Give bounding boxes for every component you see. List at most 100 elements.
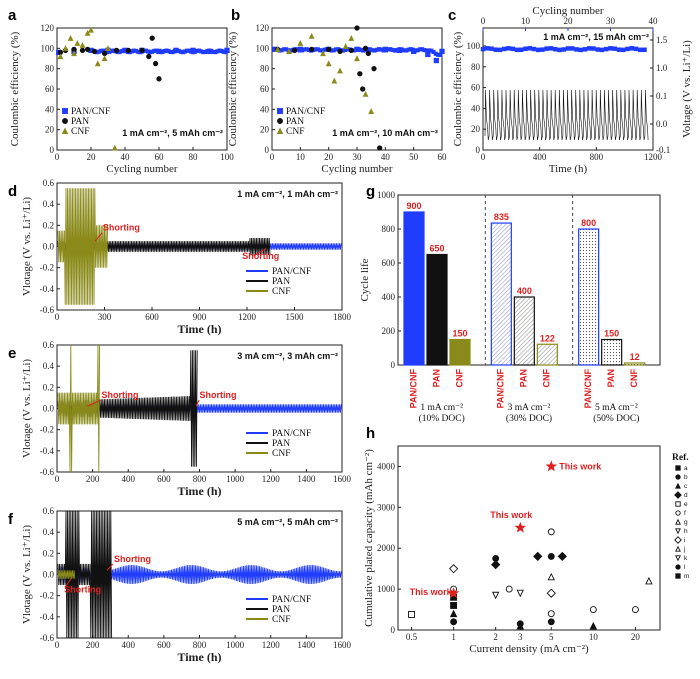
a-xtick-label: 40: [121, 152, 131, 162]
f-xtick-label: 600: [157, 640, 171, 650]
f-xtick-label: 1000: [226, 640, 245, 650]
c-point-ce: [490, 47, 494, 51]
c-point-ce: [617, 48, 621, 52]
d-ytick-label: 0.4: [43, 199, 55, 209]
f-xtick-label: 800: [193, 640, 207, 650]
a-point-pan: [85, 47, 89, 51]
c-point-ce: [613, 47, 617, 51]
b-point-cnf: [309, 34, 313, 38]
panel-f-shorting-1: Shorting: [114, 554, 151, 564]
h-ytick-label: 1000: [377, 584, 396, 594]
g-bar-value: 835: [494, 212, 509, 222]
h-ref-legend-label: l: [684, 564, 686, 571]
b-point-pan: [366, 51, 370, 55]
b-legend-pan-label: PAN: [286, 117, 304, 127]
e-xtick-label: 200: [86, 474, 100, 484]
d-xtick-label: 1500: [286, 312, 305, 322]
b-point-pan-cnf: [440, 49, 444, 53]
e-ytick-label: 0.4: [43, 361, 55, 371]
panel-h-label: h: [366, 425, 375, 442]
e-ytick-label: 0.0: [43, 404, 55, 414]
g-bar-value: 150: [604, 329, 619, 339]
a-ytick-label: 0: [50, 145, 55, 155]
a-ytick-label: 60: [45, 84, 55, 94]
panel-b-label: b: [231, 7, 240, 24]
a-point-pan: [153, 61, 157, 65]
panel-d-shorting-1: Shorting: [103, 223, 140, 233]
a-ytick-label: 120: [41, 23, 55, 33]
c-point-ce: [549, 47, 553, 51]
d-xtick-label: 0: [55, 312, 60, 322]
e-xtick-label: 1200: [262, 474, 281, 484]
g-bar-value: 150: [452, 329, 467, 339]
c-point-ce: [630, 46, 634, 50]
g-ytick-label: 0: [391, 360, 396, 370]
c-point-ce: [502, 47, 506, 51]
d-legend-pan-label: PAN: [272, 277, 290, 287]
d-xtick-label: 900: [193, 312, 207, 322]
h-ref-point: [534, 552, 542, 560]
h-ref-point: [558, 552, 566, 560]
h-ref-title: Ref.: [672, 453, 689, 463]
b-point-pan: [292, 48, 296, 52]
f-ytick-label: 0.6: [43, 506, 55, 516]
h-ref-legend-label: j: [683, 546, 685, 553]
d-ytick-label: 0.0: [43, 242, 55, 252]
h-ref-point: [409, 611, 415, 617]
g-bar: [427, 255, 447, 366]
c-point-ce: [600, 48, 604, 52]
d-ytick-label: -0.4: [40, 284, 55, 294]
h-ref-point: [632, 607, 638, 613]
f-ytick-label: 0.2: [43, 548, 54, 558]
h-ref-legend-label: a: [684, 465, 688, 472]
c-point-ce: [566, 47, 570, 51]
e-legend-pan-label: PAN: [272, 439, 290, 449]
g-group-line2: (10% DOC): [419, 413, 465, 424]
panel-d-label: d: [8, 183, 17, 200]
c-x2tick-label: 0: [481, 16, 486, 26]
h-ref-point: [646, 578, 652, 584]
panel-a-ylabel: Coulombic efficiency (%): [9, 31, 21, 146]
a-xtick-label: 80: [189, 152, 199, 162]
e-legend-cnf-label: CNF: [272, 449, 290, 459]
h-ref-point: [451, 602, 457, 608]
h-ref-point: [548, 611, 554, 617]
b-point-pan: [355, 26, 359, 30]
b-point-cnf: [369, 109, 373, 113]
panel-e-xlabel: Time (h): [177, 484, 221, 498]
h-ref-legend-marker: [676, 511, 680, 515]
b-xtick-label: 60: [438, 152, 448, 162]
f-ytick-label: 0.4: [43, 527, 55, 537]
a-legend-cnf-label: CNF: [71, 127, 89, 137]
f-ytick-label: -0.4: [40, 612, 55, 622]
e-xtick-label: 400: [122, 474, 136, 484]
b-xtick-label: 50: [409, 152, 419, 162]
a-point-pan: [102, 51, 106, 55]
b-xtick-label: 40: [381, 152, 391, 162]
b-point-cnf: [326, 61, 330, 65]
e-series-cnf: [58, 345, 100, 472]
h-ref-point: [590, 623, 596, 629]
c-point-ce: [643, 48, 647, 52]
h-ref-point: [548, 553, 554, 559]
g-ytick-label: 600: [382, 258, 396, 268]
b-point-pan: [377, 146, 381, 150]
c-point-ce: [604, 47, 608, 51]
panel-a-condition: 1 mA cm⁻², 5 mAh cm⁻²: [122, 128, 223, 138]
h-ref-legend-marker: [676, 556, 680, 560]
h-ytick-label: 2000: [377, 543, 396, 553]
c-point-ce: [558, 48, 562, 52]
b-xtick-label: 30: [353, 152, 363, 162]
b-ytick-label: 80: [260, 64, 270, 74]
g-bar: [625, 363, 645, 365]
f-ytick-label: 0.0: [43, 570, 55, 580]
f-xtick-label: 1400: [297, 640, 316, 650]
c-point-ce: [583, 47, 587, 51]
b-point-pan: [372, 66, 376, 70]
h-xtick-label: 0.5: [406, 632, 418, 642]
panel-c-condition: 1 mA cm⁻², 15 mAh cm⁻²: [543, 32, 649, 42]
g-bar-label: CNF: [629, 369, 639, 388]
c-ytick-label: 100: [467, 41, 481, 51]
panel-f-label: f: [8, 511, 14, 528]
panel-f-xlabel: Time (h): [177, 650, 221, 664]
